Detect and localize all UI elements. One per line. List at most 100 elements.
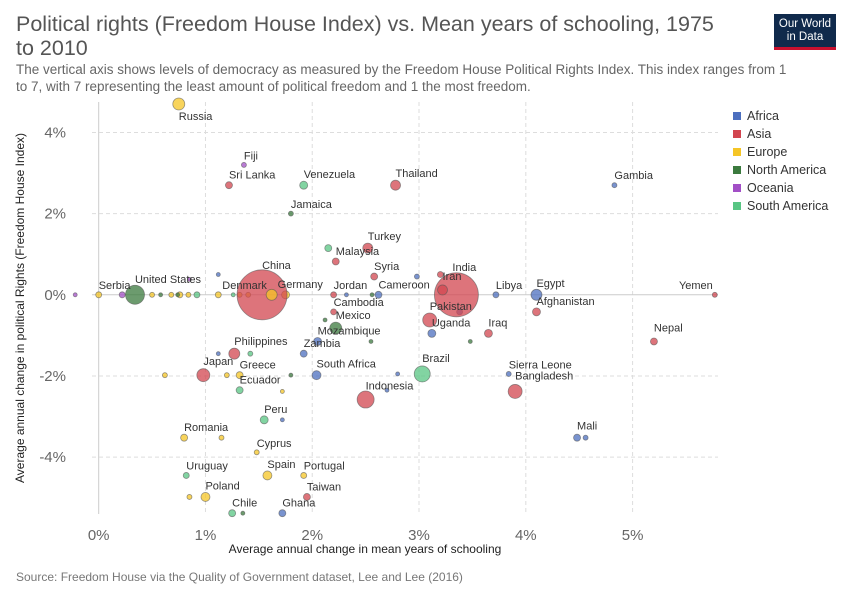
data-point[interactable] — [344, 292, 349, 298]
data-point[interactable] — [324, 244, 333, 253]
legend-swatch — [733, 130, 741, 138]
data-point[interactable] — [467, 339, 473, 344]
point-jamaica[interactable] — [287, 210, 294, 217]
owid-logo[interactable]: Our World in Data — [774, 14, 836, 50]
legend-item-north-america[interactable]: North America — [733, 161, 828, 179]
point-poland[interactable] — [200, 492, 211, 502]
data-point[interactable] — [247, 350, 254, 357]
legend-item-africa[interactable]: Africa — [733, 107, 828, 125]
point-cyprus[interactable] — [253, 449, 260, 456]
point-mali[interactable] — [573, 433, 581, 442]
point-greece[interactable] — [235, 371, 244, 380]
point-south-africa[interactable] — [311, 370, 322, 381]
point-mozambique[interactable] — [313, 337, 322, 346]
point-label: Mexico — [336, 310, 371, 322]
point-jordan[interactable] — [330, 291, 338, 299]
point-sri-lanka[interactable] — [225, 181, 233, 190]
point-gambia[interactable] — [611, 182, 618, 189]
point-egypt[interactable] — [530, 288, 543, 301]
data-point[interactable] — [218, 434, 225, 441]
point-india[interactable] — [433, 272, 479, 318]
data-point[interactable] — [149, 291, 155, 298]
point-fiji[interactable] — [241, 162, 247, 168]
legend-item-europe[interactable]: Europe — [733, 143, 828, 161]
point-japan[interactable] — [196, 368, 211, 383]
data-point[interactable] — [279, 417, 285, 423]
point-ecuador[interactable] — [235, 386, 244, 395]
data-point[interactable] — [279, 389, 285, 394]
point-brazil[interactable] — [413, 365, 431, 383]
point-libya[interactable] — [492, 291, 500, 299]
data-point[interactable] — [395, 371, 401, 377]
data-point[interactable] — [215, 272, 221, 277]
point-thailand[interactable] — [390, 179, 401, 191]
data-point[interactable] — [223, 372, 230, 379]
point-label: Peru — [264, 404, 287, 416]
point-yemen[interactable] — [711, 291, 718, 298]
data-point[interactable] — [193, 291, 201, 299]
point-united-states[interactable] — [125, 284, 145, 305]
point-serbia[interactable] — [95, 291, 103, 299]
data-point[interactable] — [230, 292, 236, 298]
data-point[interactable] — [322, 317, 328, 323]
data-point[interactable] — [118, 291, 126, 299]
point-iraq[interactable] — [484, 328, 493, 338]
point-chile[interactable] — [228, 509, 237, 518]
data-point[interactable] — [168, 291, 175, 298]
point-taiwan[interactable] — [303, 493, 311, 501]
point-label: Iraq — [488, 317, 507, 329]
point-iran[interactable] — [437, 284, 448, 296]
legend-item-oceania[interactable]: Oceania — [733, 179, 828, 197]
point-sierra-leone[interactable] — [505, 371, 512, 377]
data-point[interactable] — [215, 351, 221, 357]
point-cambodia[interactable] — [330, 308, 338, 316]
point-venezuela[interactable] — [299, 180, 309, 190]
point-label: Taiwan — [307, 481, 341, 493]
point-uganda[interactable] — [427, 328, 437, 338]
point-germany[interactable] — [265, 288, 278, 301]
data-point[interactable] — [161, 372, 168, 379]
point-nepal[interactable] — [650, 337, 658, 346]
data-point[interactable] — [158, 292, 164, 298]
point-labels: Russia Fiji Sri Lanka Venezuela Thailand Gamb… — [99, 111, 713, 510]
data-point[interactable] — [288, 372, 294, 378]
data-point[interactable] — [187, 276, 192, 282]
data-point[interactable] — [384, 387, 390, 393]
point-pakistan[interactable] — [422, 312, 438, 328]
data-point[interactable] — [368, 339, 374, 344]
point-label: Malaysia — [336, 246, 380, 258]
point-philippines[interactable] — [228, 347, 241, 360]
point-syria[interactable] — [370, 272, 379, 281]
y-tick-label: -4% — [39, 449, 66, 466]
point-malaysia[interactable] — [331, 257, 340, 266]
point-ghana[interactable] — [278, 509, 287, 518]
point-turkey[interactable] — [362, 242, 374, 254]
point-label: Libya — [496, 280, 523, 292]
data-point[interactable] — [185, 291, 192, 298]
point-russia[interactable] — [172, 97, 186, 111]
legend-item-asia[interactable]: Asia — [733, 125, 828, 143]
point-zambia[interactable] — [299, 349, 308, 358]
legend-item-south-america[interactable]: South America — [733, 197, 828, 215]
point-indonesia[interactable] — [356, 390, 375, 409]
data-point[interactable] — [413, 273, 420, 280]
point-denmark[interactable] — [214, 291, 222, 299]
data-point[interactable] — [175, 292, 181, 298]
point-afghanistan[interactable] — [532, 307, 541, 317]
point-portugal[interactable] — [300, 472, 308, 479]
legend-swatch — [733, 166, 741, 174]
data-point[interactable] — [369, 292, 375, 298]
data-point[interactable] — [240, 510, 246, 516]
point-uruguay[interactable] — [182, 472, 190, 479]
point-cameroon[interactable] — [374, 290, 383, 299]
point-china[interactable] — [236, 269, 288, 321]
point-peru[interactable] — [259, 415, 269, 425]
data-point[interactable] — [186, 494, 193, 500]
data-point[interactable] — [72, 292, 78, 298]
data-point[interactable] — [436, 271, 444, 278]
point-mexico[interactable] — [329, 321, 343, 335]
point-bangladesh[interactable] — [507, 384, 523, 399]
data-point[interactable] — [582, 434, 589, 441]
point-spain[interactable] — [262, 470, 273, 481]
point-romania[interactable] — [180, 433, 189, 442]
